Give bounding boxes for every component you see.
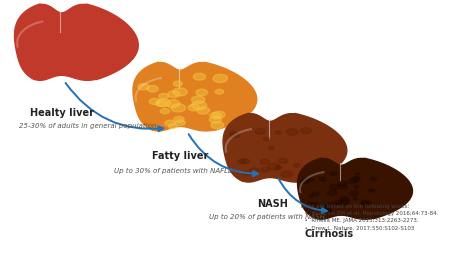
Circle shape [193,73,206,80]
Circle shape [155,100,166,107]
Circle shape [323,208,332,214]
Circle shape [348,179,356,184]
Polygon shape [133,62,257,131]
Circle shape [328,190,337,196]
Circle shape [268,146,274,150]
Circle shape [338,181,347,186]
Polygon shape [298,158,412,219]
Text: Healty liver: Healty liver [29,108,94,118]
Circle shape [171,104,185,112]
Circle shape [362,202,369,206]
Circle shape [311,203,318,206]
Circle shape [309,195,313,197]
Circle shape [213,111,225,118]
Circle shape [335,200,342,204]
Circle shape [159,94,169,99]
Circle shape [338,200,348,205]
Circle shape [279,158,288,163]
Text: Cirrhosis: Cirrhosis [305,229,354,239]
Circle shape [242,171,250,175]
Circle shape [276,166,282,169]
Circle shape [211,122,224,129]
Text: NASH: NASH [257,199,288,209]
Circle shape [168,91,180,98]
Circle shape [355,177,359,179]
Circle shape [191,101,207,110]
Circle shape [173,116,184,122]
Circle shape [350,191,358,196]
Text: Data are based on the following works:
  •  Younossi ZM et al. Hepatology 2016;6: Data are based on the following works: •… [301,204,438,231]
Circle shape [213,74,228,83]
Circle shape [319,177,326,181]
Circle shape [138,84,149,90]
Circle shape [340,196,349,201]
Circle shape [210,112,221,119]
Circle shape [309,178,314,181]
Circle shape [354,186,359,188]
FancyArrowPatch shape [189,134,258,176]
Circle shape [160,108,170,114]
Circle shape [215,89,224,94]
Circle shape [301,179,309,184]
Circle shape [191,96,205,104]
Circle shape [157,99,171,107]
Polygon shape [15,4,138,80]
Circle shape [261,167,270,172]
Circle shape [264,137,270,141]
FancyArrowPatch shape [279,179,327,213]
Circle shape [323,205,329,208]
Circle shape [330,184,339,190]
Circle shape [353,197,357,200]
Circle shape [351,176,360,182]
Circle shape [286,129,298,135]
Circle shape [303,178,310,182]
Circle shape [166,100,180,108]
Circle shape [281,171,292,178]
Circle shape [293,164,300,167]
Circle shape [173,81,182,86]
Circle shape [149,98,160,105]
Circle shape [196,89,208,96]
Circle shape [230,133,240,138]
Circle shape [165,120,175,126]
Text: 25-30% of adults in general population: 25-30% of adults in general population [19,122,156,129]
Circle shape [324,205,329,208]
Text: Fatty liver: Fatty liver [152,151,208,161]
Circle shape [356,173,359,175]
Circle shape [318,207,326,211]
Circle shape [308,202,312,204]
Circle shape [341,199,350,204]
Circle shape [361,200,371,206]
Circle shape [197,107,210,114]
Circle shape [368,189,373,192]
Circle shape [275,131,281,134]
Circle shape [210,116,221,123]
Circle shape [255,129,265,134]
Circle shape [371,190,375,192]
Circle shape [328,202,337,207]
Circle shape [147,86,158,92]
Circle shape [168,124,177,129]
Circle shape [268,163,280,170]
Circle shape [339,185,347,189]
Circle shape [312,192,319,196]
Circle shape [321,208,331,214]
Circle shape [175,120,185,126]
Circle shape [371,177,377,180]
Circle shape [301,128,311,134]
Circle shape [237,160,246,164]
Text: Up to 20% of patients with NASH: Up to 20% of patients with NASH [209,214,324,220]
Circle shape [330,171,337,175]
Circle shape [173,88,187,96]
Circle shape [275,166,281,170]
Circle shape [188,104,200,111]
Circle shape [229,131,237,135]
FancyArrowPatch shape [65,83,164,131]
Circle shape [241,159,249,164]
Circle shape [250,168,260,174]
Polygon shape [223,113,347,182]
Circle shape [260,159,269,164]
Text: Up to 30% of patients with NAFLD: Up to 30% of patients with NAFLD [114,168,233,174]
